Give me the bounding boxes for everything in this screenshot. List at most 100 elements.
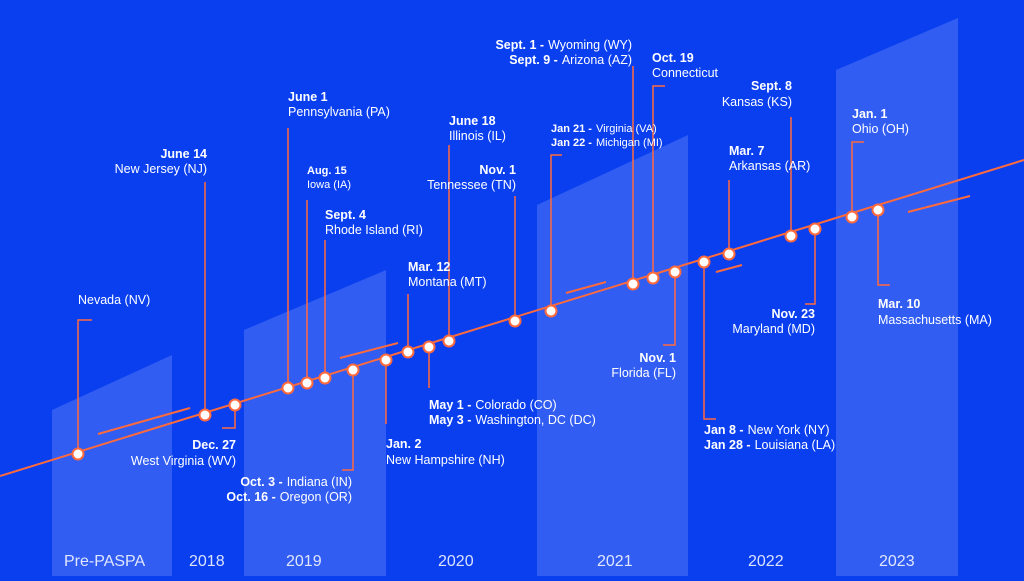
label-in-date: Oct. 3 - (240, 475, 282, 489)
label-la-state: Louisiana (LA) (755, 438, 836, 452)
label-nv: Nevada (NV) (78, 293, 150, 307)
label-ma-state: Massachusetts (MA) (878, 313, 992, 327)
label-az-state: Arizona (AZ) (562, 53, 632, 67)
marker-ar (722, 247, 736, 261)
label-oh-date: Jan. 1 (852, 107, 887, 121)
label-nj-state: New Jersey (NJ) (115, 162, 207, 176)
marker-ny-la (697, 255, 711, 269)
accent-dash (565, 281, 607, 294)
label-md-state: Maryland (MD) (732, 322, 815, 336)
leader-ma (877, 210, 890, 286)
leader-va-mi (550, 154, 562, 311)
label-pa-state: Pennsylvania (PA) (288, 105, 390, 119)
label-wv-date: Dec. 27 (192, 438, 236, 452)
marker-nv (71, 447, 85, 461)
label-co-date: May 1 - (429, 398, 471, 412)
leader-md (805, 229, 816, 305)
marker-ks (784, 229, 798, 243)
label-mt-state: Montana (MT) (408, 275, 487, 289)
accent-dash (715, 264, 743, 273)
marker-co-dc (422, 340, 436, 354)
marker-ct (646, 271, 660, 285)
marker-nj (198, 408, 212, 422)
label-md-date: Nov. 23 (771, 307, 815, 321)
leader-ny-la (703, 262, 716, 420)
label-oh-state: Ohio (OH) (852, 122, 909, 136)
leader-nv (77, 319, 92, 454)
label-co: May 1 - Colorado (CO) (429, 398, 557, 412)
label-dc: May 3 - Washington, DC (DC) (429, 413, 596, 427)
label-ny-state: New York (NY) (748, 423, 830, 437)
year-labels: Pre-PASPA 2018 2019 2020 2021 2022 2023 (64, 553, 915, 570)
marker-md (808, 222, 822, 236)
leader-lines (77, 66, 890, 471)
label-in: Oct. 3 - Indiana (IN) (240, 475, 352, 489)
band-2019 (244, 270, 386, 576)
label-nh-state: New Hampshire (NH) (386, 453, 505, 467)
label-va: Jan 21 - Virginia (VA) (551, 123, 657, 135)
label-tn-date: Nov. 1 (479, 163, 516, 177)
label-pa-date: June 1 (288, 90, 328, 104)
leader-in-or (342, 370, 354, 471)
label-ri-state: Rhode Island (RI) (325, 223, 423, 237)
accent-dash (907, 195, 971, 213)
accent-dashes (97, 195, 971, 435)
label-az: Sept. 9 - Arizona (AZ) (509, 53, 632, 67)
label-or-state: Oregon (OR) (280, 490, 352, 504)
label-va-date: Jan 21 - (551, 123, 592, 135)
leader-wv (222, 405, 236, 429)
label-ia-state: Iowa (IA) (307, 179, 351, 191)
label-ia-date: Aug. 15 (307, 165, 347, 177)
year-bands (52, 18, 958, 576)
label-mt-date: Mar. 12 (408, 260, 450, 274)
band-2021 (537, 135, 688, 576)
label-la-date: Jan 28 - (704, 438, 751, 452)
event-labels: Nevada (NV) June 14 New Jersey (NJ) Dec.… (78, 38, 992, 504)
label-ar-date: Mar. 7 (729, 144, 764, 158)
marker-il (442, 334, 456, 348)
year-2019: 2019 (286, 553, 322, 570)
marker-pa (281, 381, 295, 395)
label-nj-date: June 14 (160, 147, 207, 161)
label-ar-state: Arkansas (AR) (729, 159, 810, 173)
marker-fl (668, 265, 682, 279)
marker-tn (508, 314, 522, 328)
marker-ri (318, 371, 332, 385)
leader-oh (851, 141, 864, 217)
label-ri-date: Sept. 4 (325, 208, 366, 222)
label-il-date: June 18 (449, 114, 496, 128)
marker-wy-az (626, 277, 640, 291)
label-wy: Sept. 1 - Wyoming (WY) (495, 38, 632, 52)
label-co-state: Colorado (CO) (475, 398, 556, 412)
label-az-date: Sept. 9 - (509, 53, 558, 67)
marker-nh (379, 353, 393, 367)
band-2023 (836, 18, 958, 576)
label-tn-state: Tennessee (TN) (427, 178, 516, 192)
label-mi-date: Jan 22 - (551, 137, 592, 149)
leader-fl (663, 272, 676, 346)
year-pre-paspa: Pre-PASPA (64, 553, 146, 570)
marker-wv (228, 398, 242, 412)
leader-ct (652, 85, 665, 278)
label-mi-state: Michigan (MI) (596, 137, 663, 149)
label-dc-state: Washington, DC (DC) (475, 413, 595, 427)
label-dc-date: May 3 - (429, 413, 471, 427)
label-ct-date: Oct. 19 (652, 51, 694, 65)
label-wy-date: Sept. 1 - (495, 38, 544, 52)
label-or: Oct. 16 - Oregon (OR) (226, 490, 352, 504)
label-va-state: Virginia (VA) (596, 123, 657, 135)
accent-dash (339, 342, 399, 359)
year-2022: 2022 (748, 553, 784, 570)
label-mi: Jan 22 - Michigan (MI) (551, 137, 663, 149)
label-or-date: Oct. 16 - (226, 490, 275, 504)
label-fl-date: Nov. 1 (639, 351, 676, 365)
year-2020: 2020 (438, 553, 474, 570)
marker-ia (300, 376, 314, 390)
marker-oh (845, 210, 859, 224)
label-in-state: Indiana (IN) (287, 475, 352, 489)
label-fl-state: Florida (FL) (611, 366, 676, 380)
label-nh-date: Jan. 2 (386, 437, 421, 451)
label-ct-state: Connecticut (652, 66, 719, 80)
label-ny: Jan 8 - New York (NY) (704, 423, 830, 437)
